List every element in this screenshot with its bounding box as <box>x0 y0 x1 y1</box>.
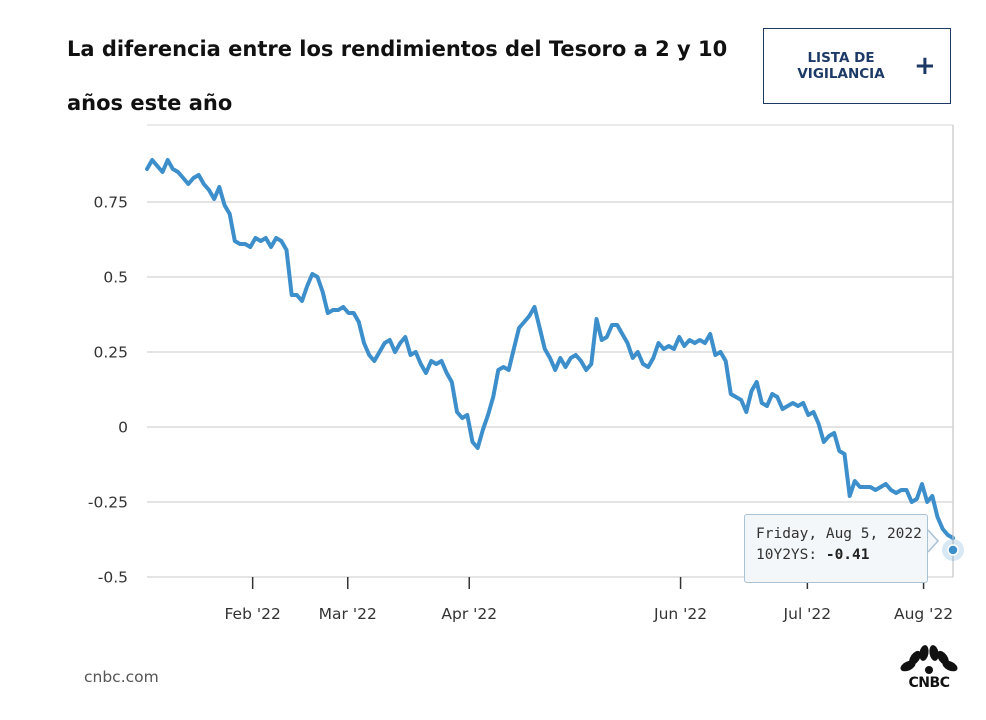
tooltip: Friday, Aug 5, 2022 10Y2YS: -0.41 <box>744 514 928 583</box>
chart-grid <box>147 124 954 578</box>
y-tick-label: -0.5 <box>98 569 128 587</box>
watchlist-label: LISTA DE VIGILANCIA <box>797 50 885 82</box>
add-to-watchlist-button[interactable]: LISTA DE VIGILANCIA + <box>763 28 951 104</box>
tooltip-pointer <box>927 529 940 553</box>
nbc-peacock-icon <box>900 645 958 674</box>
cnbc-logo-text: CNBC <box>908 675 950 691</box>
highlight-point <box>947 544 959 556</box>
source-credit: cnbc.com <box>84 668 159 686</box>
x-tick-label: Aug '22 <box>894 605 953 623</box>
x-axis: Feb '22 Mar '22 Apr '22 Jun '22 Jul '22 Aug '… <box>224 577 953 623</box>
y-tick-label: 0 <box>118 419 128 437</box>
y-tick-label: -0.25 <box>88 494 128 512</box>
tooltip-value: -0.41 <box>825 547 870 563</box>
y-tick-label: 0.25 <box>93 344 128 362</box>
x-tick-label: Apr '22 <box>441 605 497 623</box>
x-tick-label: Feb '22 <box>224 605 280 623</box>
tooltip-series-label: 10Y2YS: <box>756 547 818 563</box>
y-tick-label: 0.5 <box>103 269 128 287</box>
x-tick-label: Mar '22 <box>319 605 377 623</box>
y-tick-label: 0.75 <box>93 194 128 212</box>
series-line-10y2ys <box>145 158 955 540</box>
plus-icon: + <box>914 51 936 81</box>
cnbc-logo[interactable]: CNBC <box>896 642 962 691</box>
highlight-marker <box>927 125 964 577</box>
y-axis: 0.75 0.5 0.25 0 -0.25 -0.5 <box>88 194 128 587</box>
tooltip-series-row: 10Y2YS: -0.41 <box>756 545 927 566</box>
x-tick-label: Jul '22 <box>783 605 832 623</box>
tooltip-date: Friday, Aug 5, 2022 <box>756 526 922 542</box>
x-tick-label: Jun '22 <box>653 605 707 623</box>
chart-title: La diferencia entre los rendimientos del… <box>67 37 728 115</box>
